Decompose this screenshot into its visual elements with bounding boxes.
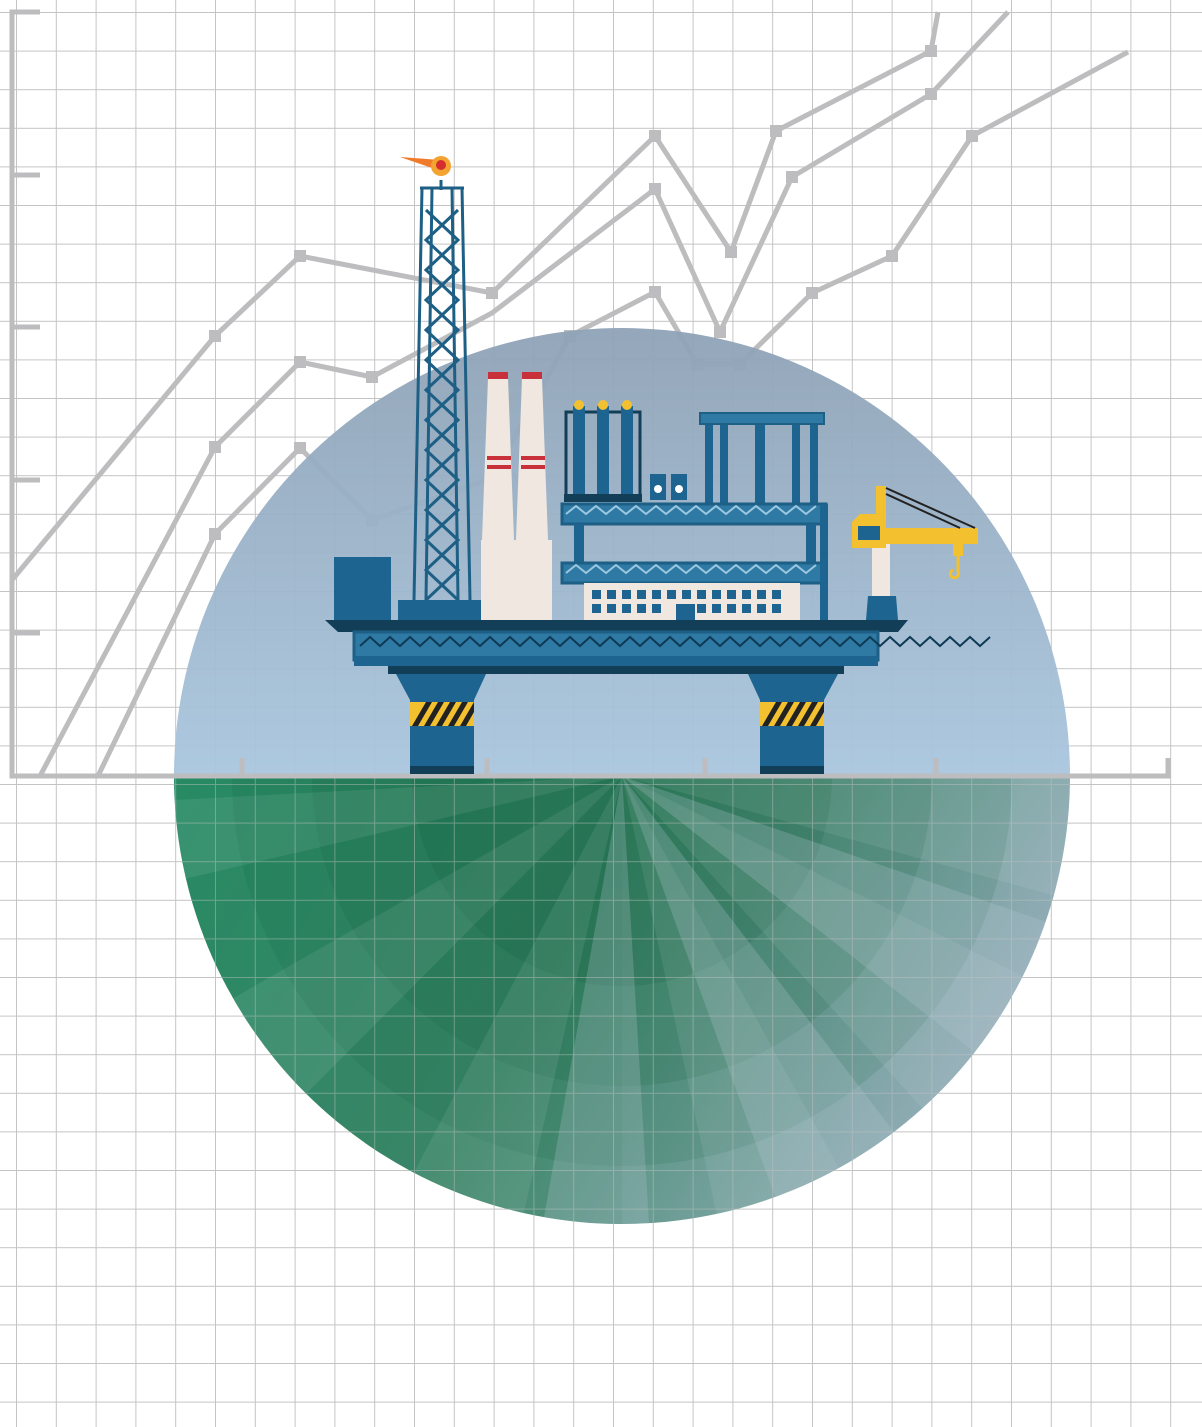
oil-platform	[325, 156, 991, 774]
axes	[9, 9, 1171, 779]
